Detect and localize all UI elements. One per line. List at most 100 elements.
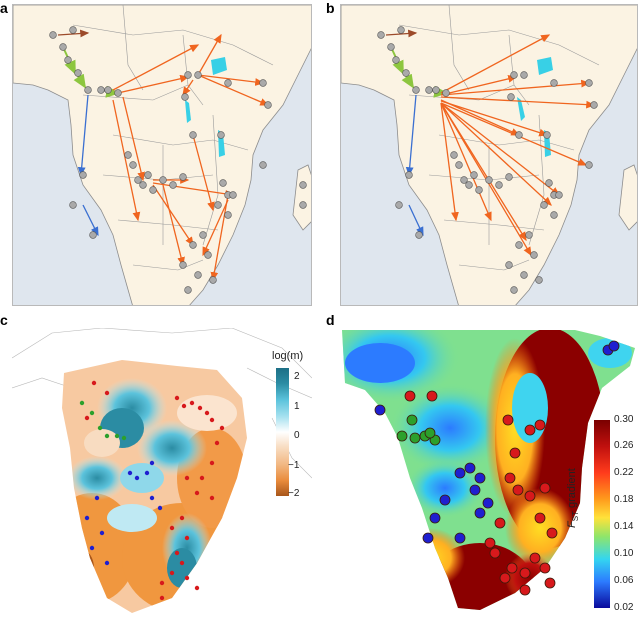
sample-point	[299, 201, 307, 209]
sample-dot	[99, 530, 105, 536]
sample-point	[179, 173, 187, 181]
sample-dot	[454, 467, 466, 479]
sample-dot	[529, 552, 541, 564]
sample-dot	[546, 527, 558, 539]
sample-dot	[422, 532, 434, 544]
sample-point	[515, 131, 523, 139]
africa-landmass	[13, 5, 311, 305]
sample-point	[69, 26, 77, 34]
migration-surface-panel: log(m) 2 1 0 −1 −2	[12, 328, 312, 623]
sample-dot	[204, 410, 210, 416]
sample-point	[543, 131, 551, 139]
map-panel-b	[340, 4, 638, 306]
sample-dot	[474, 472, 486, 484]
legend-axis-title: FST gradient	[566, 468, 580, 528]
sample-dot	[454, 532, 466, 544]
panel-label-a: a	[0, 0, 8, 16]
sample-dot	[149, 495, 155, 501]
sample-dot	[406, 414, 418, 426]
sample-point	[505, 173, 513, 181]
country-borders	[398, 5, 600, 271]
sample-dot	[409, 432, 421, 444]
sample-point	[224, 211, 232, 219]
sample-dot	[184, 475, 190, 481]
sample-point	[139, 181, 147, 189]
migration-arrow	[57, 29, 90, 38]
migration-arrow	[440, 100, 549, 137]
sample-dot	[104, 390, 110, 396]
migration-arrow	[117, 74, 190, 94]
migration-arrow	[440, 34, 551, 94]
sample-point	[219, 179, 227, 187]
sample-dot	[464, 462, 476, 474]
africa-landmass	[341, 5, 637, 305]
sample-dot	[114, 433, 120, 439]
legend-tick: 0.10	[614, 548, 634, 559]
migration-arrow	[122, 96, 145, 182]
migration-arrow	[162, 184, 185, 267]
sample-dot	[209, 417, 215, 423]
sample-dot	[219, 425, 225, 431]
migration-arrow	[197, 33, 222, 76]
sample-dot	[504, 472, 516, 484]
migration-arrow	[440, 102, 552, 206]
sample-points-b	[377, 26, 598, 294]
sample-point	[149, 186, 157, 194]
legend-tick: 0.30	[614, 414, 634, 425]
sample-point	[199, 231, 207, 239]
sample-point	[264, 101, 272, 109]
sample-point	[259, 161, 267, 169]
sample-point	[69, 201, 77, 209]
sample-point	[475, 186, 483, 194]
fst-legend: 0.30 0.26 0.22 0.18 0.14 0.10 0.06 0.02	[592, 414, 640, 618]
sample-dot	[144, 470, 150, 476]
fst-gradient-map	[342, 330, 635, 610]
legend-tick: 0.26	[614, 440, 634, 451]
sample-dot	[104, 560, 110, 566]
lake-2	[185, 100, 191, 123]
sample-dot	[189, 400, 195, 406]
migration-surface-map	[12, 328, 312, 613]
sample-dot	[424, 427, 436, 439]
migration-arrow	[440, 102, 561, 196]
sample-dot	[474, 507, 486, 519]
legend-tick: 0	[294, 430, 300, 441]
sample-point	[395, 201, 403, 209]
sample-dot	[157, 505, 163, 511]
sample-dot	[469, 484, 481, 496]
migration-arrow	[82, 204, 99, 237]
migration-arrow	[210, 194, 229, 282]
sample-dot	[499, 572, 511, 584]
sample-point	[181, 93, 189, 101]
sample-dot	[179, 560, 185, 566]
migration-arrow	[440, 96, 596, 109]
sample-dot	[539, 562, 551, 574]
legend-tick: 2	[294, 371, 300, 382]
legend-title-main: F	[566, 521, 578, 528]
sample-point	[507, 93, 515, 101]
sample-dot	[512, 484, 524, 496]
sample-dot	[84, 415, 90, 421]
sample-point	[214, 201, 222, 209]
sample-point	[402, 69, 410, 77]
sample-dot	[429, 512, 441, 524]
sample-dot	[169, 570, 175, 576]
migration-arrow	[440, 79, 591, 96]
sample-point	[184, 286, 192, 294]
sample-point	[425, 86, 433, 94]
legend-tick: −1	[288, 460, 300, 471]
panel-label-c: c	[0, 312, 8, 328]
sample-dot	[97, 425, 103, 431]
sample-dot	[159, 580, 165, 586]
sample-point	[204, 251, 212, 259]
sample-point	[585, 79, 593, 87]
migration-map-b	[341, 5, 637, 305]
sample-dot	[209, 495, 215, 501]
legend-title-rest: gradient	[566, 468, 578, 512]
sample-dot	[519, 567, 531, 579]
migration-arrow	[385, 29, 418, 38]
sample-dot	[524, 490, 536, 502]
sample-dot	[94, 495, 100, 501]
sample-point	[545, 179, 553, 187]
legend-tick: 0.22	[614, 467, 634, 478]
